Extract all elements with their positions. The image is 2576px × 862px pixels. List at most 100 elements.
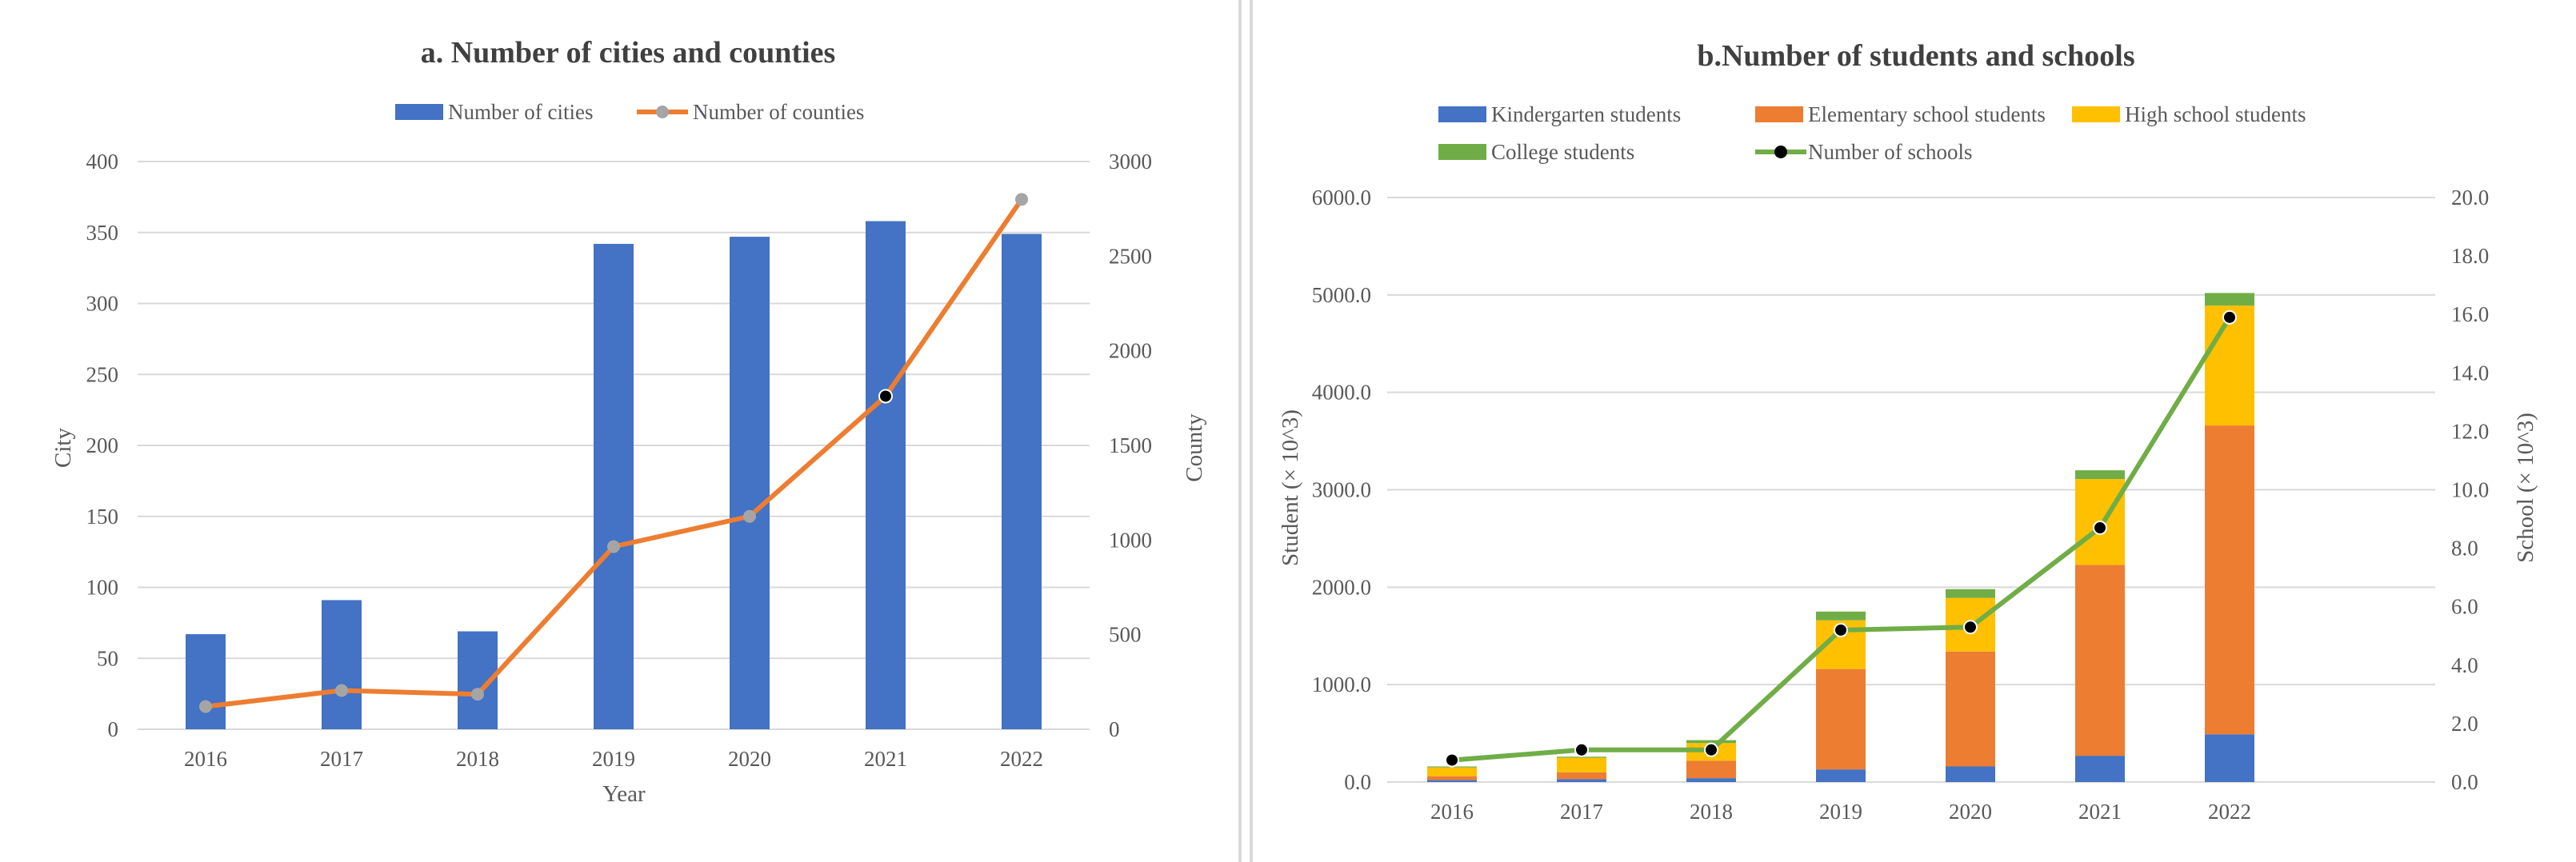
point-schools — [1574, 742, 1589, 757]
y-tick-label: 4000.0 — [1312, 381, 1371, 405]
y2-tick-label: 6.0 — [2451, 595, 2478, 619]
x-tick-label: 2022 — [2208, 800, 2251, 824]
legend-swatch-high-school — [2072, 106, 2120, 122]
bar-elementary — [1816, 668, 1866, 770]
bar-cities — [594, 243, 634, 729]
y-tick-label: 0.0 — [1344, 770, 1371, 794]
y2-tick-label: 18.0 — [2451, 244, 2489, 268]
chart-a-y2-axis: 0 500 1000 1500 2000 2500 3000 — [1109, 150, 1152, 741]
chart-a-x-axis: 2016 2017 2018 2019 2020 2021 2022 — [184, 747, 1043, 771]
chart-b-line — [1445, 309, 2237, 768]
bar-college — [1557, 756, 1606, 758]
point-schools — [2093, 521, 2107, 536]
bar-kindergarten — [1686, 778, 1736, 782]
bar-kindergarten — [2075, 756, 2125, 782]
bar-kindergarten — [1816, 769, 1866, 782]
bar-kindergarten — [1427, 780, 1477, 782]
point-counties — [199, 700, 212, 713]
bar-kindergarten — [2205, 734, 2254, 782]
legend-swatch-kindergarten — [1438, 106, 1486, 122]
legend-swatch-cities — [395, 104, 443, 120]
y2-tick-label: 20.0 — [2451, 186, 2489, 210]
y-tick-label: 5000.0 — [1312, 283, 1371, 307]
y2-tick-label: 500 — [1109, 623, 1142, 647]
y-tick-label: 150 — [86, 505, 119, 529]
chart-a-line — [199, 193, 1028, 713]
bar-high-school — [2205, 305, 2254, 426]
bar-kindergarten — [1946, 766, 1995, 782]
bar-high-school — [1557, 757, 1606, 772]
legend-label-cities: Number of cities — [448, 100, 593, 124]
x-tick-label: 2021 — [2078, 800, 2122, 824]
bar-elementary — [2205, 425, 2254, 735]
bar-cities — [186, 634, 226, 729]
legend-label-schools: Number of schools — [1808, 140, 1972, 164]
y-tick-label: 300 — [86, 292, 119, 316]
legend-swatch-college — [1438, 144, 1486, 160]
chart-b-y-axis: 0.0 1000.0 2000.0 3000.0 4000.0 5000.0 6000.0 — [1312, 186, 1371, 794]
bar-college — [2205, 293, 2254, 306]
point-schools — [1834, 622, 1848, 637]
y-tick-label: 0 — [108, 717, 119, 741]
point-schools — [1704, 742, 1718, 757]
y-tick-label: 250 — [86, 362, 119, 386]
bar-college — [1686, 740, 1736, 744]
y-tick-label: 100 — [86, 576, 119, 600]
bar-college — [1946, 589, 1995, 598]
chart-panel-b: b.Number of students and schools Kinderg… — [1250, 0, 2576, 862]
chart-b-bars — [1427, 293, 2254, 782]
legend-marker-counties — [656, 106, 669, 118]
chart-a-x-label: Year — [602, 781, 646, 807]
chart-a-bars — [186, 221, 1042, 729]
y2-tick-label: 1000 — [1109, 528, 1152, 552]
y-tick-label: 6000.0 — [1312, 186, 1371, 210]
y2-tick-label: 4.0 — [2451, 653, 2478, 677]
bar-cities — [730, 237, 770, 729]
chart-b-gridlines — [1387, 197, 2435, 783]
x-tick-label: 2020 — [728, 747, 771, 771]
chart-a-title: a. Number of cities and counties — [421, 36, 836, 70]
legend-label-kindergarten: Kindergarten students — [1491, 102, 1681, 126]
x-tick-label: 2016 — [184, 747, 227, 771]
point-counties — [335, 684, 348, 697]
y2-tick-label: 2.0 — [2451, 712, 2478, 736]
chart-b-y-label: Student (× 10^3) — [1278, 409, 1303, 566]
x-tick-label: 2019 — [592, 747, 635, 771]
y2-tick-label: 0 — [1109, 717, 1120, 741]
legend-marker-schools — [1774, 146, 1787, 158]
x-tick-label: 2022 — [1000, 747, 1043, 771]
chart-a-y-label: City — [50, 428, 76, 468]
bar-college — [1816, 611, 1866, 621]
chart-b-legend: Kindergarten students Elementary school s… — [1438, 102, 2306, 164]
y2-tick-label: 2500 — [1109, 244, 1152, 268]
point-counties — [1015, 193, 1028, 206]
y-tick-label: 350 — [86, 221, 119, 245]
x-tick-label: 2017 — [320, 747, 363, 771]
chart-a-y-axis: 0 50 100 150 200 250 300 350 400 — [86, 150, 119, 741]
y2-tick-label: 2000 — [1109, 339, 1152, 363]
x-tick-label: 2017 — [1560, 800, 1603, 824]
bar-elementary — [1686, 760, 1736, 779]
chart-a-legend: Number of cities Number of counties — [395, 100, 864, 124]
point-schools — [1963, 620, 1978, 635]
y2-tick-label: 14.0 — [2451, 361, 2489, 385]
y2-tick-label: 12.0 — [2451, 419, 2489, 443]
chart-b-y2-axis: 0.0 2.0 4.0 6.0 8.0 10.0 12.0 14.0 16.0 18.0 20.0 — [2451, 186, 2489, 794]
point-schools — [2222, 309, 2237, 325]
y2-tick-label: 1500 — [1109, 433, 1152, 457]
point-counties — [743, 509, 756, 523]
x-tick-label: 2019 — [1819, 800, 1862, 824]
y-tick-label: 1000.0 — [1312, 672, 1371, 696]
chart-a-svg: a. Number of cities and counties Number … — [50, 36, 1207, 807]
y-tick-label: 200 — [86, 433, 119, 457]
chart-b-x-axis: 2016 2017 2018 2019 2020 2021 2022 — [1430, 800, 2251, 824]
x-tick-label: 2018 — [1690, 800, 1733, 824]
bar-elementary — [1946, 651, 1995, 767]
y2-tick-label: 0.0 — [2451, 770, 2478, 794]
y2-tick-label: 3000 — [1109, 150, 1152, 174]
chart-b-title: b.Number of students and schools — [1697, 39, 2134, 73]
y2-tick-label: 16.0 — [2451, 302, 2489, 326]
bar-cities — [1002, 233, 1042, 729]
x-tick-label: 2021 — [864, 747, 907, 771]
chart-a-y2-label: County — [1182, 413, 1207, 482]
